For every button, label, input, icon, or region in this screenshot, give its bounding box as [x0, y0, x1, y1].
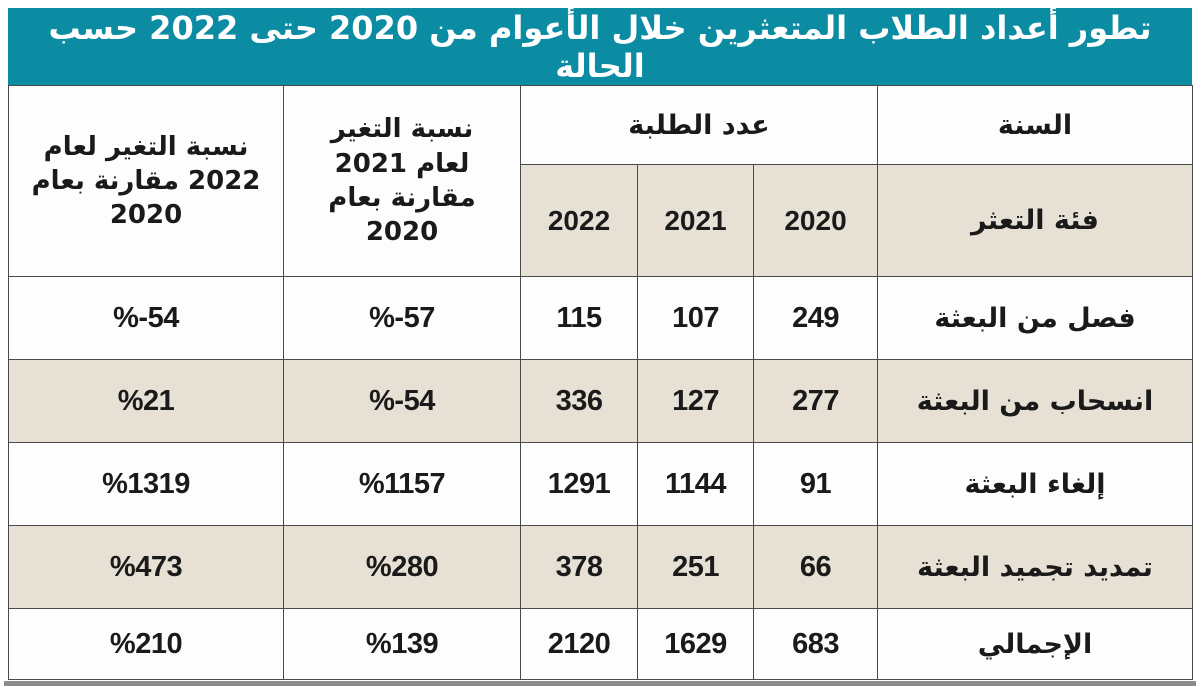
value-2022: 115 — [519, 276, 639, 360]
change-2022-vs-2020: %21 — [8, 359, 284, 443]
data-table: السنة عدد الطلبة نسبة التغير لعام 2021 م… — [8, 85, 1194, 680]
chart-title-bar: تطور أعداد الطلاب المتعثرين خلال الأعوام… — [8, 8, 1192, 85]
bottom-shadow-bar — [4, 681, 1196, 686]
header-year-2021: 2021 — [637, 164, 755, 277]
header-year-2022: 2022 — [519, 164, 639, 277]
table-row: انسحاب من البعثة 277 127 336 %-54 %21 — [8, 359, 1194, 443]
value-2021: 1629 — [637, 608, 755, 680]
value-2021: 107 — [637, 276, 755, 360]
row-category: إلغاء البعثة — [877, 442, 1194, 526]
table-row-total: الإجمالي 683 1629 2120 %139 %210 — [8, 608, 1194, 680]
change-2021-vs-2020: %280 — [283, 525, 521, 609]
table-row: إلغاء البعثة 91 1144 1291 %1157 %1319 — [8, 442, 1194, 526]
change-2021-vs-2020: %-54 — [283, 359, 521, 443]
value-2022: 378 — [519, 525, 639, 609]
infographic-table: تطور أعداد الطلاب المتعثرين خلال الأعوام… — [4, 8, 1196, 686]
value-2022: 1291 — [519, 442, 639, 526]
header-category: فئة التعثر — [877, 164, 1194, 277]
value-2020: 277 — [753, 359, 879, 443]
row-category: تمديد تجميد البعثة — [877, 525, 1194, 609]
value-2021: 251 — [637, 525, 755, 609]
change-2022-vs-2020: %210 — [8, 608, 284, 680]
header-change-2021: نسبة التغير لعام 2021 مقارنة بعام 2020 — [283, 85, 521, 277]
row-category-total: الإجمالي — [877, 608, 1194, 680]
table-row: تمديد تجميد البعثة 66 251 378 %280 %473 — [8, 525, 1194, 609]
change-2022-vs-2020: %473 — [8, 525, 284, 609]
value-2020: 91 — [753, 442, 879, 526]
value-2020: 66 — [753, 525, 879, 609]
header-students-count: عدد الطلبة — [519, 85, 879, 165]
table-row: فصل من البعثة 249 107 115 %-57 %-54 — [8, 276, 1194, 360]
change-2021-vs-2020: %139 — [283, 608, 521, 680]
value-2022: 336 — [519, 359, 639, 443]
value-2020: 683 — [753, 608, 879, 680]
value-2022: 2120 — [519, 608, 639, 680]
change-2021-vs-2020: %1157 — [283, 442, 521, 526]
chart-title: تطور أعداد الطلاب المتعثرين خلال الأعوام… — [48, 8, 1152, 85]
change-2021-vs-2020: %-57 — [283, 276, 521, 360]
value-2020: 249 — [753, 276, 879, 360]
change-2022-vs-2020: %-54 — [8, 276, 284, 360]
header-year-2020: 2020 — [753, 164, 879, 277]
value-2021: 1144 — [637, 442, 755, 526]
header-change-2022: نسبة التغير لعام 2022 مقارنة بعام 2020 — [8, 85, 284, 277]
header-year: السنة — [877, 85, 1194, 165]
row-category: انسحاب من البعثة — [877, 359, 1194, 443]
row-category: فصل من البعثة — [877, 276, 1194, 360]
change-2022-vs-2020: %1319 — [8, 442, 284, 526]
value-2021: 127 — [637, 359, 755, 443]
